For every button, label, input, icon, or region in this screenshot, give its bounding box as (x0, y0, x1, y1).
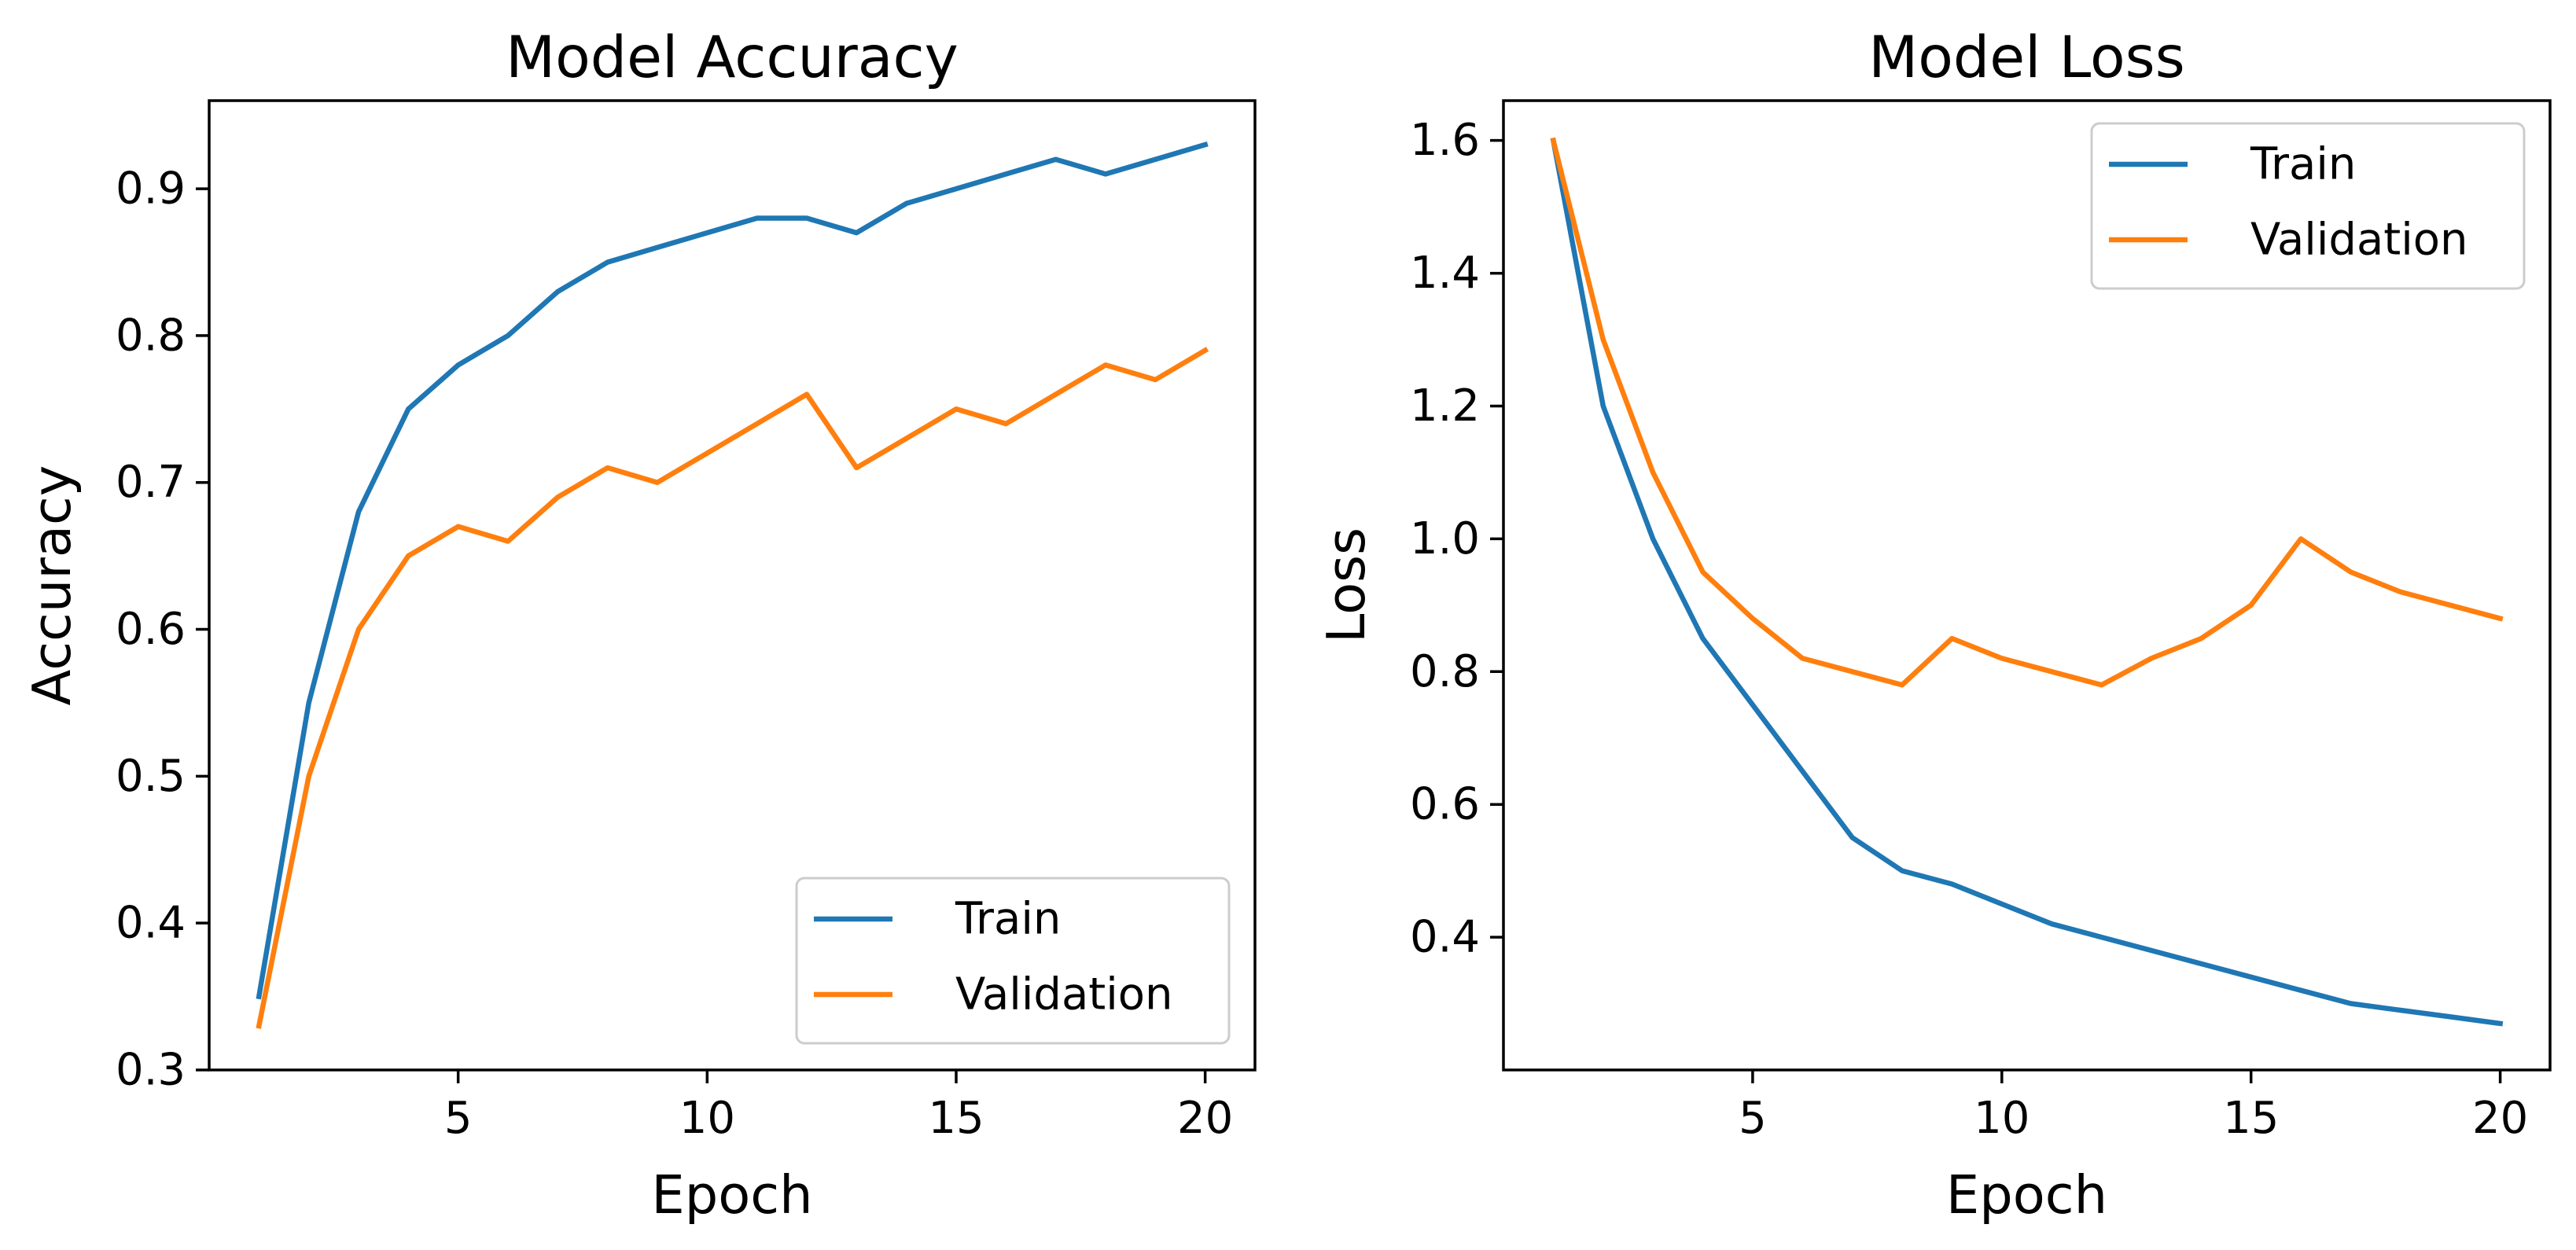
chart-0: Model Accuracy 5 10 15 20 0.3 0.4 0.5 0.6 0.7 0.8 0… (21, 24, 1257, 1226)
series-line-validation (256, 347, 1209, 1029)
axes-frame (208, 99, 1257, 1072)
x-tick-label: 5 (1739, 1093, 1767, 1144)
y-tick-label: 1.4 (1410, 248, 1480, 299)
x-tick-label: 5 (444, 1093, 473, 1144)
axes-frame (1502, 99, 2552, 1072)
y-tick-label: 0.7 (116, 457, 186, 508)
legend-label-train: Train (955, 894, 1061, 945)
y-tick-label: 0.3 (116, 1045, 186, 1096)
x-tick-label: 15 (928, 1093, 984, 1144)
legend-label-train: Train (2250, 139, 2356, 190)
legend: Train Validation (795, 877, 1231, 1045)
y-tick-label: 1.6 (1410, 115, 1480, 166)
x-tick-label: 10 (1974, 1093, 2030, 1144)
chart-title: Model Accuracy (506, 24, 959, 91)
x-tick-label: 15 (2223, 1093, 2279, 1144)
x-axis-label: Epoch (651, 1164, 812, 1226)
y-tick-label: 1.2 (1410, 381, 1480, 432)
y-axis-label: Loss (1316, 528, 1377, 643)
legend: Train Validation (2090, 122, 2526, 290)
series-line-validation (1550, 137, 2504, 688)
y-tick-label: 0.6 (116, 604, 186, 655)
y-tick-label: 0.8 (116, 310, 186, 361)
legend-label-validation: Validation (955, 969, 1173, 1020)
x-tick-label: 20 (1177, 1093, 1233, 1144)
legend-label-validation: Validation (2250, 215, 2468, 266)
chart-title: Model Loss (1868, 24, 2185, 91)
x-tick-label: 10 (679, 1093, 735, 1144)
y-tick-label: 0.4 (116, 898, 186, 949)
y-tick-label: 1.0 (1410, 513, 1480, 564)
y-tick-label: 0.4 (1410, 912, 1480, 963)
y-tick-label: 0.9 (116, 164, 186, 215)
chart-1: Model Loss 5 10 15 20 0.4 0.6 0.8 1.0 1.2 1.4 1.6 Ep… (1316, 24, 2552, 1226)
y-tick-label: 0.5 (116, 751, 186, 802)
y-axis-label: Accuracy (21, 465, 83, 706)
legend-box (795, 877, 1231, 1045)
series-line-train (1550, 137, 2504, 1027)
x-tick-label: 20 (2472, 1093, 2528, 1144)
x-axis-label: Epoch (1946, 1164, 2107, 1226)
y-tick-label: 0.6 (1410, 779, 1480, 830)
y-tick-label: 0.8 (1410, 646, 1480, 697)
series-line-train (256, 141, 1209, 1000)
legend-box (2090, 122, 2526, 290)
